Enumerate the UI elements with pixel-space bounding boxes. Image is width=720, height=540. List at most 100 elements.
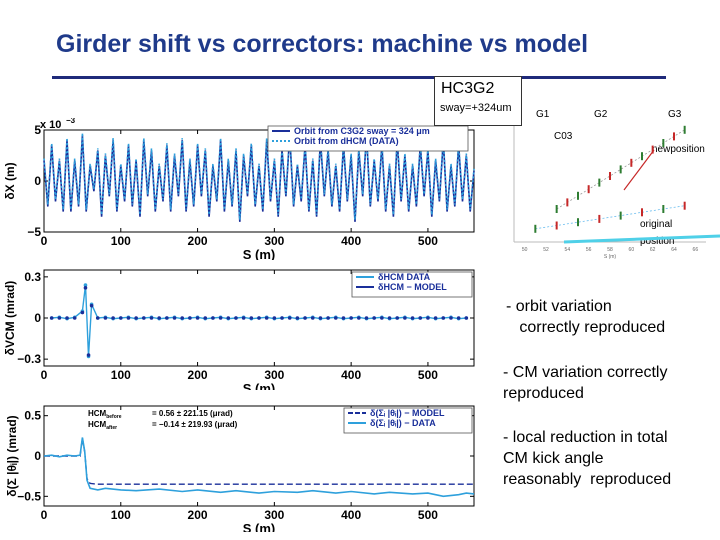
y-tick-label: −0.5 [17, 489, 41, 503]
data-point [433, 316, 438, 320]
x-tick-label: 200 [188, 508, 208, 522]
inset-marker [555, 205, 558, 213]
x-tick-label: 0 [41, 508, 48, 522]
inset-marker [534, 224, 537, 233]
legend-label: Orbit from C3G2 sway = 324 μm [294, 126, 430, 136]
x-tick-label: 200 [188, 368, 208, 382]
series-line [43, 133, 475, 220]
y-axis-label: δX (m) [3, 162, 17, 199]
note-line: reproduced [503, 385, 584, 402]
x-tick-label: 0 [41, 368, 48, 382]
inset-marker [641, 152, 643, 161]
data-point [86, 353, 91, 357]
hc-label: HC3G2 [441, 80, 495, 97]
data-point [118, 316, 123, 320]
data-point [111, 316, 115, 320]
inset-marker [630, 158, 633, 167]
inset-group-label: G1 [536, 109, 550, 120]
note-line: reasonably reproduced [503, 471, 672, 488]
note-cm: - CM variation correctly reproduced [503, 362, 667, 404]
inset-marker [683, 201, 686, 210]
data-point [449, 316, 453, 320]
legend-box [267, 125, 469, 152]
data-point [310, 316, 315, 320]
note-kick: - local reduction in total CM kick angle… [503, 427, 671, 490]
data-point [264, 316, 269, 320]
stat-value: = −0.14 ± 219.93 (μrad) [152, 420, 238, 429]
inset-marker [662, 205, 665, 213]
data-point [165, 316, 169, 320]
inset-x-tick: 58 [607, 247, 613, 253]
y-tick-label: −0.3 [17, 352, 41, 366]
inset-marker [641, 208, 643, 217]
data-point [326, 316, 330, 320]
x-axis-label: S (m) [243, 381, 276, 390]
y-axis-label: δVCM (mrad) [3, 281, 17, 356]
inset-marker [609, 172, 611, 180]
data-point [218, 316, 223, 320]
x-tick-label: 400 [341, 368, 361, 382]
y-tick-label: −5 [27, 225, 41, 239]
note-orbit: - orbit variation correctly reproduced [506, 296, 665, 338]
data-point [349, 316, 353, 320]
data-point [89, 303, 94, 308]
data-point [65, 316, 69, 320]
legend-label: δ(Σᵢ |θᵢ|) − MODEL [370, 408, 445, 418]
data-point [272, 316, 277, 320]
x-axis-label: S (m) [243, 521, 276, 532]
inset-marker [651, 145, 654, 154]
inset-annotation: original [640, 219, 672, 230]
x-tick-label: 100 [111, 368, 131, 382]
note-line: - CM variation correctly [503, 364, 668, 381]
inset-x-tick: 52 [543, 247, 549, 253]
data-point [234, 316, 238, 320]
title-underline [52, 76, 666, 79]
data-point [287, 316, 292, 320]
data-point [295, 316, 300, 320]
data-point [72, 316, 77, 320]
inset-x-tick: 50 [522, 247, 528, 253]
y-multiplier-exp: −3 [66, 118, 76, 125]
x-tick-label: 500 [418, 508, 438, 522]
hc-label-box: HC3G2 sway=+324um [434, 76, 522, 126]
y-tick-label: 0 [34, 174, 41, 188]
data-point [103, 316, 108, 320]
inset-arrow [563, 234, 720, 244]
x-tick-label: 100 [111, 234, 131, 248]
inset-marker [577, 218, 579, 227]
inset-x-tick: 66 [693, 247, 699, 253]
inset-marker [598, 214, 601, 223]
note-line: - orbit variation [506, 298, 612, 315]
x-tick-label: 200 [188, 234, 208, 248]
girder-inset-chart: 50 52 54 56 58 60 62 64 66 S (m) G1 G2 G3 C03 newposit… [513, 109, 720, 260]
inset-x-tick: 60 [629, 247, 635, 253]
data-point [403, 316, 407, 320]
inset-arrow [623, 149, 655, 191]
inset-x-label: S (m) [604, 254, 617, 260]
data-point [211, 316, 215, 320]
x-tick-label: 300 [264, 368, 284, 382]
data-point [203, 316, 208, 320]
data-point [149, 316, 154, 320]
x-tick-label: 100 [111, 508, 131, 522]
series-line [43, 135, 475, 222]
inset-marker [577, 191, 579, 200]
inset-marker [673, 132, 675, 141]
inset-marker [555, 221, 558, 230]
data-point [357, 316, 361, 320]
data-point [464, 316, 469, 320]
y-tick-label: 0 [34, 311, 41, 325]
legend-label: δHCM − MODEL [378, 282, 447, 292]
data-point [249, 316, 254, 320]
data-point [380, 316, 384, 320]
note-line: - local reduction in total [503, 429, 668, 446]
x-tick-label: 300 [264, 508, 284, 522]
inset-group-label: G3 [668, 109, 682, 120]
data-point [341, 316, 346, 320]
data-point [83, 283, 88, 287]
x-tick-label: 500 [418, 368, 438, 382]
inset-x-tick: 64 [671, 247, 677, 253]
y-tick-label: 0.3 [24, 270, 41, 284]
data-point [441, 316, 446, 320]
